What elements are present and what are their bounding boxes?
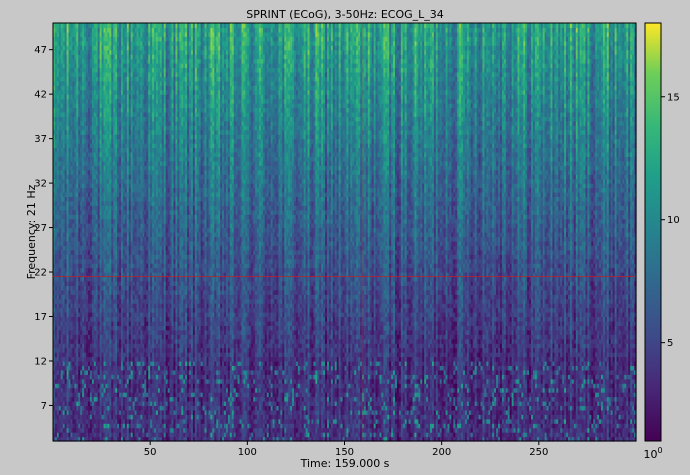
chart-title: SPRINT (ECoG), 3-50Hz: ECOG_L_34	[246, 8, 444, 21]
spectrogram-heatmap[interactable]	[53, 23, 637, 442]
